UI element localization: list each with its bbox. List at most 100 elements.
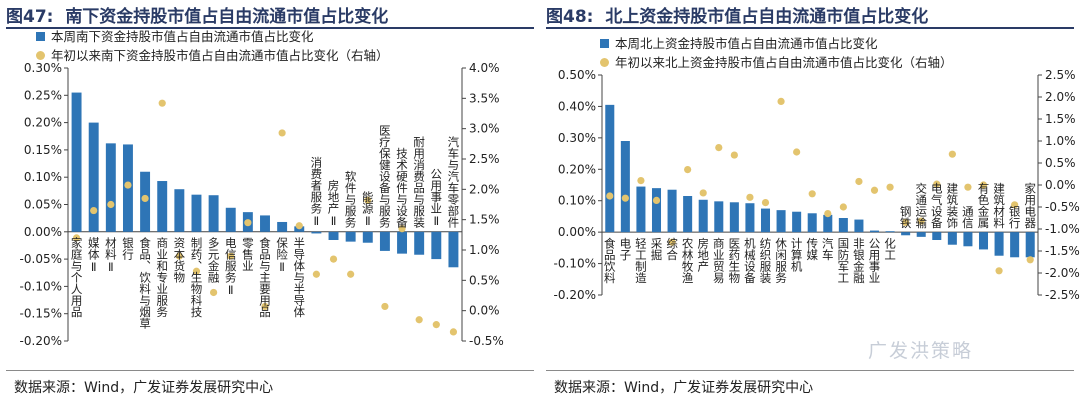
y2-tick-label: -2.0% <box>1045 266 1080 280</box>
dot-10 <box>746 193 754 201</box>
bar-8 <box>191 194 202 232</box>
y-tick-label: 0.50% <box>558 68 596 82</box>
dot-28 <box>1026 256 1034 264</box>
category-label-20: 技术硬件与设备 <box>395 147 409 228</box>
category-label-13: 保险Ⅱ <box>275 236 289 274</box>
category-label-21: 耐用消费品与服装 <box>412 136 426 229</box>
bar-23 <box>947 232 957 245</box>
dot-14 <box>295 222 303 230</box>
bar-22 <box>932 232 942 240</box>
bar-21 <box>916 232 926 237</box>
category-label-7: 资本货物 <box>172 237 186 283</box>
dot-8 <box>715 144 723 152</box>
category-label-18: 公用事业 <box>868 237 882 283</box>
bar-10 <box>745 203 755 233</box>
dot-8 <box>192 267 201 275</box>
y2-tick-label: 2.5% <box>1045 68 1076 82</box>
bar-4 <box>651 188 662 233</box>
category-label-9: 医药生物 <box>727 237 741 283</box>
category-label-11: 零售业 <box>241 237 255 271</box>
y2-tick-label: -1.5% <box>1045 244 1080 258</box>
bar-20 <box>397 231 408 254</box>
legend-label-dot: 年初以来北上资金持股市值占自由流通市值占比变化（右轴） <box>615 55 953 70</box>
bar-13 <box>277 221 288 232</box>
category-label-16: 国防军工 <box>836 237 850 283</box>
category-label-28: 家用电器 <box>1023 181 1037 229</box>
bar-17 <box>345 231 356 242</box>
bar-1 <box>605 104 615 233</box>
y2-tick-label: 2.0% <box>1045 90 1076 104</box>
category-label-20: 钢铁 <box>899 205 913 228</box>
category-label-2: 电子 <box>618 237 632 260</box>
bar-6 <box>683 196 693 233</box>
category-label-12: 食品与主要用品 <box>258 236 272 317</box>
dot-22 <box>432 321 440 329</box>
dot-23 <box>449 328 458 336</box>
y-tick-label: 0.30% <box>24 61 62 75</box>
category-label-27: 银行 <box>1008 204 1022 229</box>
y2-tick-label: -0.5% <box>1045 200 1080 214</box>
y2-tick-label: 0.0% <box>469 304 500 318</box>
bar-3 <box>105 143 116 232</box>
watermark: 广发洪策略 <box>868 340 974 362</box>
category-label-1: 食品饮料 <box>603 236 617 284</box>
y2-tick-label: 1.5% <box>469 213 500 227</box>
dot-21 <box>917 217 925 225</box>
category-label-9: 多元金融 <box>207 236 221 283</box>
dot-21 <box>415 316 423 324</box>
dot-9 <box>730 151 738 159</box>
y2-tick-label: -2.5% <box>1045 288 1080 302</box>
dot-11 <box>244 219 252 227</box>
category-label-7: 房地产 <box>696 237 710 272</box>
bar-18 <box>362 231 373 243</box>
bottom-rule <box>546 370 1074 371</box>
dot-17 <box>855 177 863 186</box>
dot-7 <box>175 252 183 260</box>
legend-label-dot: 年初以来南下资金持股市值占自由流通市值占比变化（右轴） <box>51 48 389 63</box>
y-tick-label: -0.10% <box>554 257 596 271</box>
category-label-3: 轻工制造 <box>634 236 648 283</box>
y-tick-label: -0.05% <box>20 252 62 266</box>
bar-16 <box>328 231 339 240</box>
dot-19 <box>381 302 389 311</box>
category-label-12: 休闲服务 <box>774 237 788 283</box>
y2-tick-label: 3.0% <box>469 122 500 136</box>
category-label-11: 纺织服装 <box>759 236 773 284</box>
bar-11 <box>760 208 771 233</box>
bar-12 <box>776 210 786 233</box>
y-tick-label: -0.20% <box>20 334 62 348</box>
category-label-18: 能源Ⅱ <box>361 190 375 228</box>
y2-tick-label: -0.5% <box>469 334 504 348</box>
y2-tick-label: 2.5% <box>469 152 500 166</box>
chart-panel-southbound: 图47: 南下资金持股市值占自由流通市值占比变化 本周南下资金持股市值占自由流通… <box>6 7 534 396</box>
category-label-8: 制药、生物科技 <box>189 237 203 318</box>
category-label-3: 材料Ⅱ <box>104 236 118 274</box>
bar-7 <box>698 199 708 233</box>
dot-20 <box>902 218 910 226</box>
category-label-4: 采掘 <box>650 237 664 261</box>
bar-25 <box>978 232 989 250</box>
category-label-6: 商业和专业服务 <box>155 236 169 317</box>
bar-13 <box>792 211 802 233</box>
category-label-10: 机械设备 <box>743 236 757 284</box>
y2-tick-label: -1.0% <box>1045 222 1080 236</box>
dot-16 <box>839 203 847 211</box>
dot-18 <box>364 196 372 204</box>
bar-19 <box>379 231 390 251</box>
y2-tick-label: 1.0% <box>469 243 500 257</box>
category-label-17: 软件与服务 <box>344 169 358 227</box>
category-label-13: 计算机 <box>790 237 804 272</box>
category-label-19: 化工 <box>883 236 897 260</box>
bar-22 <box>431 231 442 260</box>
dot-14 <box>808 190 816 198</box>
chart-title-northbound: 图48: 北上资金持股市值占自由流通市值占比变化 <box>546 7 929 27</box>
y-tick-label: 0.05% <box>24 198 62 212</box>
bar-8 <box>714 201 724 233</box>
y2-tick-label: 0.5% <box>1045 156 1076 170</box>
bar-27 <box>1010 232 1020 258</box>
bar-20 <box>901 232 911 236</box>
legend-label-bar: 本周南下资金持股市值占自由流通市值占比变化 <box>51 30 314 44</box>
bar-26 <box>994 232 1004 256</box>
bar-5 <box>667 189 677 233</box>
bar-10 <box>225 207 236 232</box>
